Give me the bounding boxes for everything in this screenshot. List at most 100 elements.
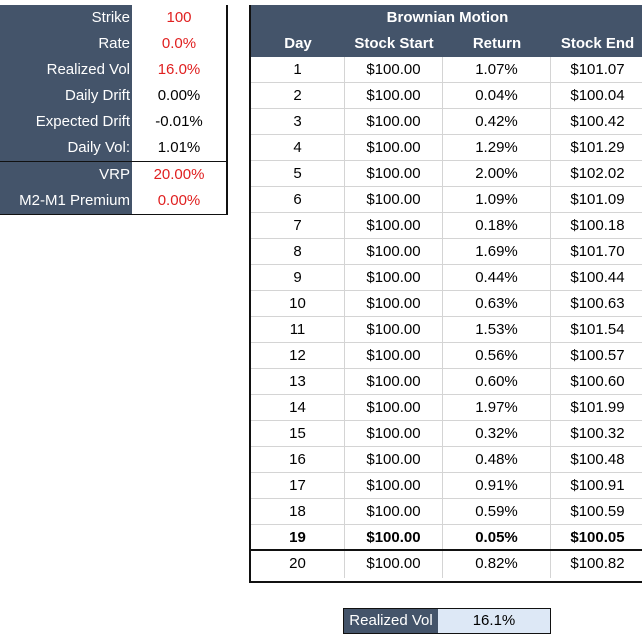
cell-stock-start[interactable]: $100.00 (345, 499, 443, 524)
cell-day[interactable]: 20 (251, 551, 345, 578)
table-row[interactable]: 1 $100.00 1.07% $101.07 (251, 57, 642, 83)
cell-return[interactable]: 1.29% (443, 135, 551, 160)
table-row[interactable]: 11 $100.00 1.53% $101.54 (251, 317, 642, 343)
cell-return[interactable]: 0.59% (443, 499, 551, 524)
table-row[interactable]: 8 $100.00 1.69% $101.70 (251, 239, 642, 265)
param-value[interactable]: 0.0% (132, 31, 226, 57)
cell-stock-end[interactable]: $101.09 (570, 191, 625, 208)
table-row[interactable]: 3 $100.00 0.42% $100.42 (251, 109, 642, 135)
param-value[interactable]: 100 (132, 5, 226, 31)
cell-stock-start[interactable]: $100.00 (345, 421, 443, 446)
cell-return[interactable]: 0.44% (443, 265, 551, 290)
cell-return[interactable]: 0.32% (443, 421, 551, 446)
param-value[interactable]: 0.00% (132, 188, 226, 214)
cell-return[interactable]: 0.60% (443, 369, 551, 394)
table-row[interactable]: 10 $100.00 0.63% $100.63 (251, 291, 642, 317)
cell-stock-start[interactable]: $100.00 (345, 291, 443, 316)
cell-return[interactable]: 1.69% (443, 239, 551, 264)
table-row[interactable]: 13 $100.00 0.60% $100.60 (251, 369, 642, 395)
table-row[interactable]: 18 $100.00 0.59% $100.59 (251, 499, 642, 525)
cell-stock-start[interactable]: $100.00 (345, 57, 443, 82)
cell-stock-start[interactable]: $100.00 (345, 161, 443, 186)
cell-stock-start[interactable]: $100.00 (345, 83, 443, 108)
cell-day[interactable]: 9 (251, 265, 345, 290)
param-value[interactable]: 16.0% (132, 57, 226, 83)
cell-stock-end[interactable]: $101.29 (570, 139, 625, 156)
table-row[interactable]: 16 $100.00 0.48% $100.48 (251, 447, 642, 473)
cell-day[interactable]: 6 (251, 187, 345, 212)
cell-day[interactable]: 12 (251, 343, 345, 368)
param-row-expected-drift[interactable]: Expected Drift -0.01% (0, 109, 226, 135)
cell-day[interactable]: 11 (251, 317, 345, 342)
cell-day[interactable]: 1 (251, 57, 345, 82)
cell-return[interactable]: 1.97% (443, 395, 551, 420)
cell-return[interactable]: 0.56% (443, 343, 551, 368)
table-row[interactable]: 20 $100.00 0.82% $100.82 (251, 551, 642, 578)
cell-stock-start[interactable]: $100.00 (345, 135, 443, 160)
cell-stock-end[interactable]: $100.42 (570, 113, 625, 130)
cell-stock-end[interactable]: $101.54 (570, 321, 625, 338)
cell-return[interactable]: 0.91% (443, 473, 551, 498)
cell-stock-end[interactable]: $100.48 (570, 451, 625, 468)
table-row[interactable]: 5 $100.00 2.00% $102.02 (251, 161, 642, 187)
cell-stock-start[interactable]: $100.00 (345, 395, 443, 420)
table-row[interactable]: 17 $100.00 0.91% $100.91 (251, 473, 642, 499)
table-row[interactable]: 6 $100.00 1.09% $101.09 (251, 187, 642, 213)
table-row[interactable]: 7 $100.00 0.18% $100.18 (251, 213, 642, 239)
table-row[interactable]: 4 $100.00 1.29% $101.29 (251, 135, 642, 161)
table-row[interactable]: 15 $100.00 0.32% $100.32 (251, 421, 642, 447)
table-row[interactable]: 2 $100.00 0.04% $100.04 (251, 83, 642, 109)
cell-return[interactable]: 0.04% (443, 83, 551, 108)
table-row[interactable]: 12 $100.00 0.56% $100.57 (251, 343, 642, 369)
cell-stock-end[interactable]: $100.82 (570, 555, 625, 572)
cell-stock-end[interactable]: $100.44 (570, 269, 625, 286)
cell-day[interactable]: 13 (251, 369, 345, 394)
cell-stock-start[interactable]: $100.00 (345, 447, 443, 472)
cell-day[interactable]: 19 (251, 525, 345, 549)
cell-stock-end[interactable]: $100.63 (570, 295, 625, 312)
param-row-daily-vol[interactable]: Daily Vol: 1.01% (0, 135, 226, 161)
cell-stock-start[interactable]: $100.00 (345, 265, 443, 290)
table-row[interactable]: 9 $100.00 0.44% $100.44 (251, 265, 642, 291)
table-row[interactable]: 14 $100.00 1.97% $101.99 (251, 395, 642, 421)
cell-stock-end[interactable]: $100.59 (570, 503, 625, 520)
cell-stock-start[interactable]: $100.00 (345, 239, 443, 264)
cell-stock-end[interactable]: $100.57 (570, 347, 625, 364)
param-row-strike[interactable]: Strike 100 (0, 5, 226, 31)
param-value[interactable]: 1.01% (132, 135, 226, 161)
cell-stock-end[interactable]: $100.32 (570, 425, 625, 442)
cell-return[interactable]: 0.82% (443, 551, 551, 578)
cell-day[interactable]: 8 (251, 239, 345, 264)
cell-stock-end[interactable]: $101.07 (570, 61, 625, 78)
cell-stock-end[interactable]: $100.05 (570, 529, 625, 546)
cell-return[interactable]: 0.42% (443, 109, 551, 134)
cell-return[interactable]: 0.05% (443, 525, 551, 549)
cell-return[interactable]: 2.00% (443, 161, 551, 186)
cell-day[interactable]: 16 (251, 447, 345, 472)
cell-day[interactable]: 4 (251, 135, 345, 160)
cell-return[interactable]: 0.18% (443, 213, 551, 238)
cell-day[interactable]: 18 (251, 499, 345, 524)
cell-stock-end[interactable]: $100.91 (570, 477, 625, 494)
cell-day[interactable]: 5 (251, 161, 345, 186)
cell-stock-start[interactable]: $100.00 (345, 343, 443, 368)
cell-return[interactable]: 0.63% (443, 291, 551, 316)
cell-stock-start[interactable]: $100.00 (345, 317, 443, 342)
cell-return[interactable]: 1.07% (443, 57, 551, 82)
cell-stock-start[interactable]: $100.00 (345, 109, 443, 134)
summary-value[interactable]: 16.1% (438, 609, 550, 633)
cell-day[interactable]: 14 (251, 395, 345, 420)
cell-day[interactable]: 15 (251, 421, 345, 446)
cell-day[interactable]: 7 (251, 213, 345, 238)
cell-stock-end[interactable]: $101.70 (570, 243, 625, 260)
param-row-daily-drift[interactable]: Daily Drift 0.00% (0, 83, 226, 109)
param-row-realized-vol[interactable]: Realized Vol 16.0% (0, 57, 226, 83)
param-value[interactable]: 20.00% (132, 162, 226, 188)
cell-stock-end[interactable]: $102.02 (570, 165, 625, 182)
cell-stock-end[interactable]: $100.18 (570, 217, 625, 234)
param-row-rate[interactable]: Rate 0.0% (0, 31, 226, 57)
cell-day[interactable]: 10 (251, 291, 345, 316)
cell-return[interactable]: 0.48% (443, 447, 551, 472)
cell-stock-start[interactable]: $100.00 (345, 369, 443, 394)
param-value[interactable]: 0.00% (132, 83, 226, 109)
